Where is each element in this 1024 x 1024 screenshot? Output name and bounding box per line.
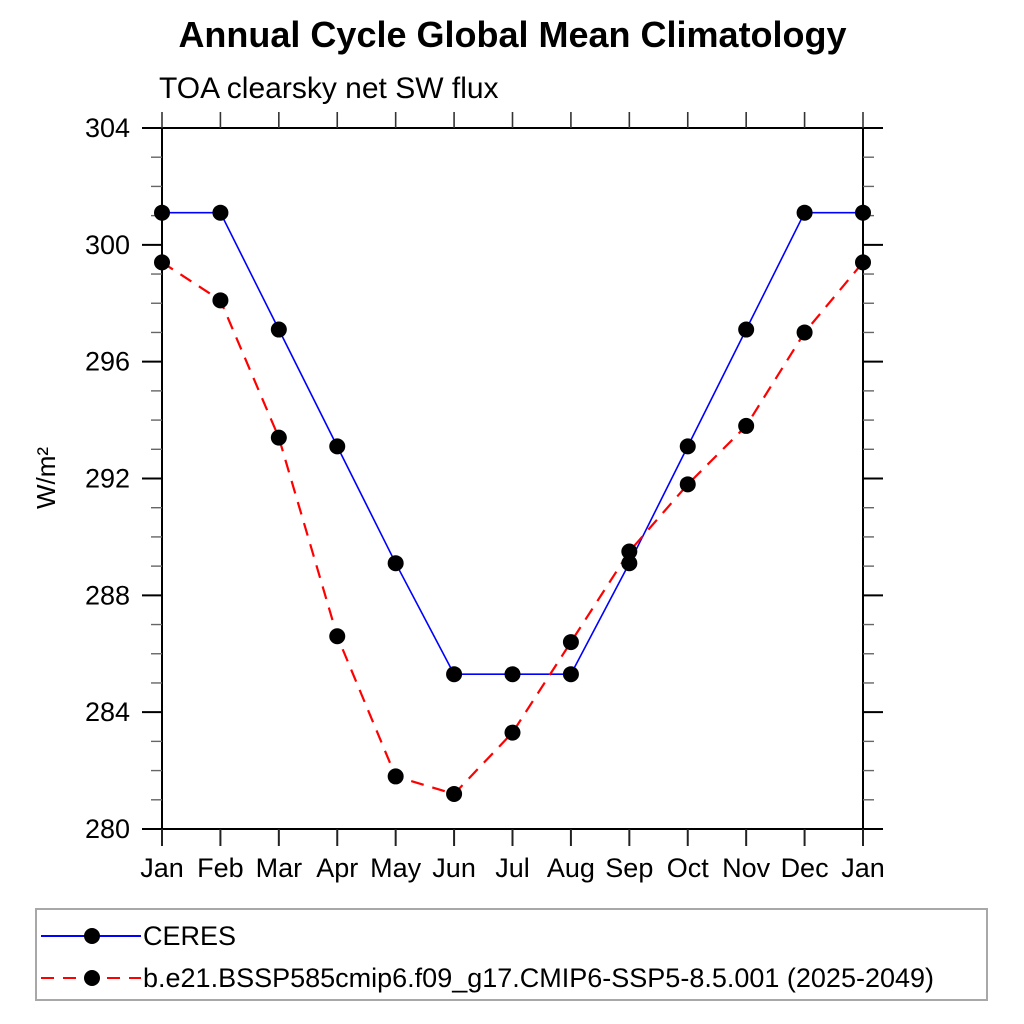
series-0-marker-11 xyxy=(796,204,813,221)
legend-marker-dot xyxy=(84,928,100,944)
series-1-marker-10 xyxy=(738,417,755,434)
plot-area: 280 284 288 292 296 300 304 Jan Feb Mar Apr May Jun J… xyxy=(31,112,885,883)
series-1-marker-5 xyxy=(446,785,463,802)
legend-box: CERES b.e21.BSSP585cmip6.f09_g17.CMIP6-S… xyxy=(35,908,988,1001)
chart-title: Annual Cycle Global Mean Climatology xyxy=(178,14,847,55)
series-1-marker-12 xyxy=(855,254,871,271)
y-tick-label-288: 288 xyxy=(85,580,130,610)
x-tick-label-12: Jan xyxy=(841,853,885,883)
series-1-marker-6 xyxy=(504,724,521,741)
series-1-marker-1 xyxy=(212,292,229,309)
x-tick-label-5: Jun xyxy=(432,853,476,883)
series-0-marker-4 xyxy=(387,555,404,572)
series-0-marker-2 xyxy=(270,321,287,338)
x-tick-label-6: Jul xyxy=(495,853,530,883)
x-tick-label-1: Feb xyxy=(197,853,244,883)
x-tick-label-0: Jan xyxy=(140,853,184,883)
x-tick-label-4: May xyxy=(370,853,422,883)
x-tick-label-2: Mar xyxy=(256,853,303,883)
x-tick-label-11: Dec xyxy=(781,853,829,883)
series-0-marker-10 xyxy=(738,321,755,338)
series-0-marker-9 xyxy=(679,438,696,455)
y-axis-label: W/m² xyxy=(31,447,61,509)
series-1-marker-8 xyxy=(621,543,638,560)
x-tick-label-7: Aug xyxy=(547,853,595,883)
series-0-marker-12 xyxy=(855,204,871,221)
x-tick-label-9: Oct xyxy=(667,853,710,883)
series-0-marker-8 xyxy=(621,555,638,572)
legend-marker-dot xyxy=(84,970,100,986)
y-tick-label-296: 296 xyxy=(85,347,130,377)
y-tick-label-284: 284 xyxy=(85,697,130,727)
series-0-marker-7 xyxy=(562,666,579,683)
y-tick-label-300: 300 xyxy=(85,230,130,260)
legend-label-ceres: CERES xyxy=(143,921,237,951)
series-0-marker-1 xyxy=(212,204,229,221)
series-1-marker-3 xyxy=(329,628,346,645)
series-0-marker-3 xyxy=(329,438,346,455)
series-1-marker-9 xyxy=(679,476,696,493)
series-line-1 xyxy=(161,261,864,796)
y-tick-label-304: 304 xyxy=(85,113,130,143)
series-1-marker-4 xyxy=(387,768,404,785)
chart-subtitle: TOA clearsky net SW flux xyxy=(159,72,499,105)
series-line-0 xyxy=(162,211,863,675)
legend-label-model: b.e21.BSSP585cmip6.f09_g17.CMIP6-SSP5-8.… xyxy=(143,963,935,993)
x-tick-label-3: Apr xyxy=(316,853,358,883)
series-0-marker-6 xyxy=(504,666,521,683)
series-1-marker-7 xyxy=(562,634,579,651)
y-tick-label-292: 292 xyxy=(85,464,130,494)
series-0-marker-5 xyxy=(446,666,463,683)
x-tick-label-10: Nov xyxy=(722,853,771,883)
series-1-marker-2 xyxy=(270,429,287,446)
series-1-marker-0 xyxy=(154,254,170,271)
series-1-marker-11 xyxy=(796,324,813,341)
series-0-marker-0 xyxy=(154,204,170,221)
plot-border xyxy=(161,127,864,830)
x-tick-label-8: Sep xyxy=(605,853,653,883)
y-tick-label-280: 280 xyxy=(85,814,130,844)
